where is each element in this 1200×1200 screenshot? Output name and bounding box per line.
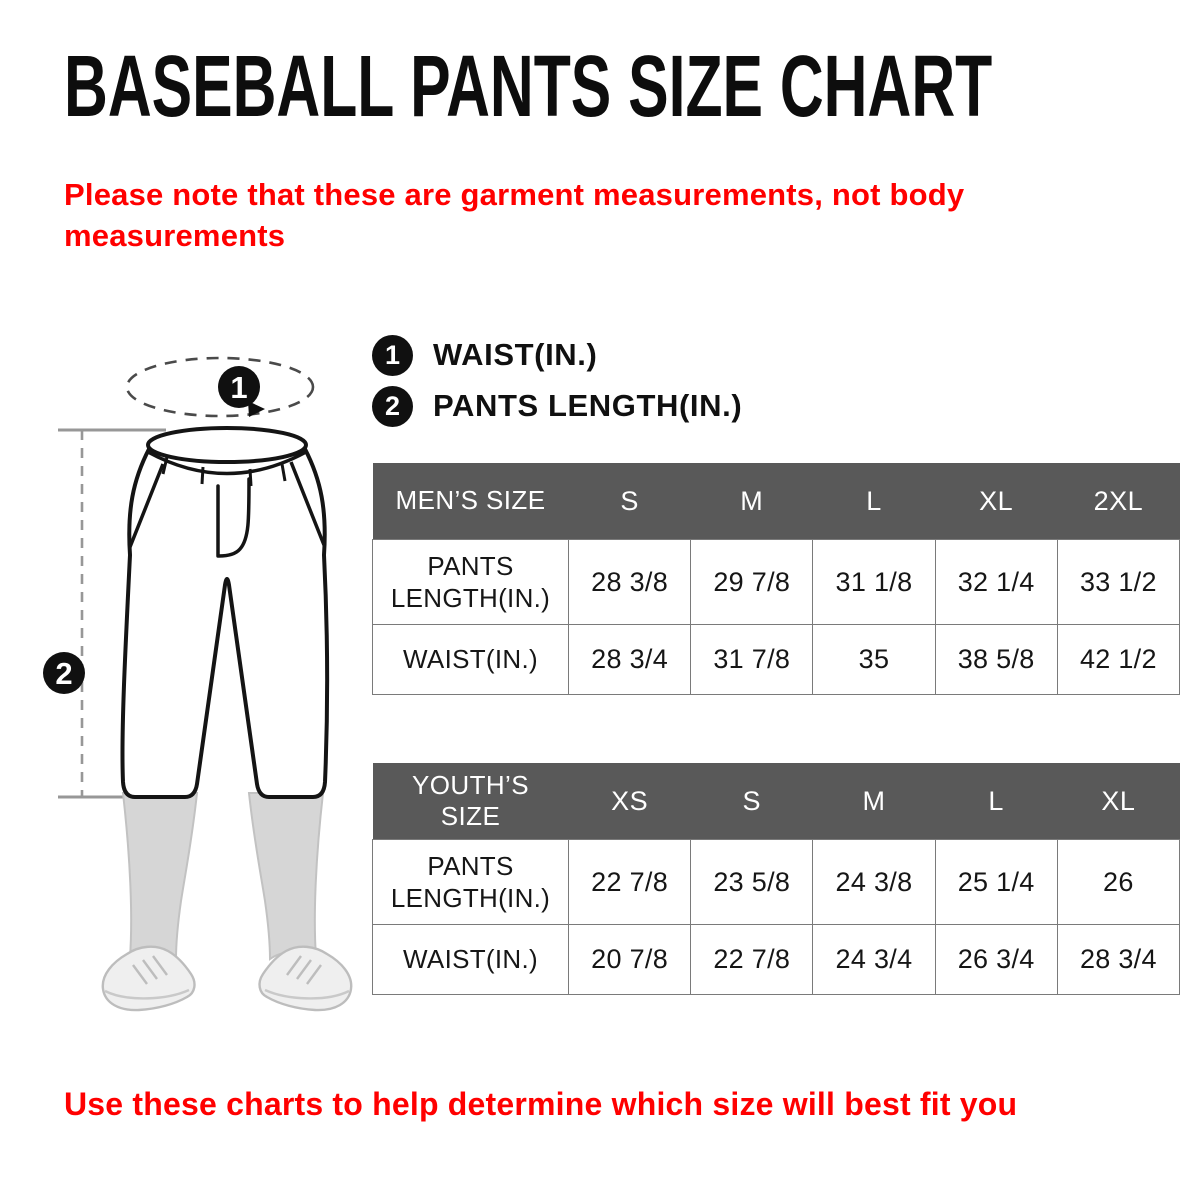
- shoes: [101, 945, 353, 1012]
- note-line: measurements: [64, 218, 286, 253]
- measurement-legend: 1 WAIST(IN.) 2 PANTS LENGTH(IN.): [372, 334, 742, 436]
- mens-waist-row: WAIST(IN.) 28 3/4 31 7/8 35 38 5/8 42 1/…: [372, 624, 1181, 695]
- legend-label: WAIST(IN.): [433, 337, 598, 372]
- size-value-cell: 35: [812, 624, 936, 695]
- left-shoe: [101, 945, 196, 1012]
- right-shoe: [258, 945, 353, 1012]
- column-header-l: L: [812, 463, 936, 540]
- row-label-cell: WAIST(IN.): [372, 624, 569, 695]
- row-label-cell: PANTS LENGTH(IN.): [372, 539, 569, 625]
- column-header-m: M: [812, 763, 936, 840]
- size-value-cell: 22 7/8: [567, 839, 692, 925]
- table-header-cell: YOUTH’S SIZE: [372, 763, 569, 840]
- diagram-length-badge: 2: [55, 656, 72, 691]
- size-value-cell: 42 1/2: [1056, 624, 1181, 695]
- legend-item-waist: 1 WAIST(IN.): [372, 334, 742, 376]
- row-label-cell: PANTS LENGTH(IN.): [372, 839, 569, 925]
- column-header-s: S: [690, 763, 813, 840]
- size-value-cell: 20 7/8: [567, 924, 692, 995]
- size-value-cell: 22 7/8: [690, 924, 814, 995]
- length-number-badge-icon: 2: [372, 385, 413, 427]
- waist-number-badge-icon: 1: [372, 334, 413, 376]
- youths-size-table: YOUTH’S SIZE XS S M L XL PANTS LENGTH(IN…: [372, 763, 1181, 995]
- column-header-s: S: [568, 463, 691, 540]
- length-measure-badge: 2: [43, 652, 85, 694]
- arrow-icon: [248, 401, 265, 417]
- column-header-l: L: [935, 763, 1058, 840]
- pants-diagram: 1 2: [43, 356, 353, 1012]
- size-value-cell: 38 5/8: [934, 624, 1058, 695]
- legend-item-pants-length: 2 PANTS LENGTH(IN.): [372, 385, 742, 427]
- column-header-m: M: [690, 463, 813, 540]
- legend-label: PANTS LENGTH(IN.): [433, 388, 743, 423]
- column-header-2xl: 2XL: [1057, 463, 1180, 540]
- footer-note: Use these charts to help determine which…: [64, 1086, 1018, 1122]
- garment-measurement-note: Please note that these are garment measu…: [64, 174, 964, 256]
- mens-size-header: MEN’S SIZE: [395, 485, 546, 516]
- mens-size-table: MEN’S SIZE S M L XL 2XL PANTS LENGTH(IN.…: [372, 463, 1181, 695]
- waist-measure-ellipse: 1: [125, 356, 315, 418]
- column-header-xl: XL: [935, 463, 1058, 540]
- size-value-cell: 24 3/8: [812, 839, 936, 925]
- row-label-cell: WAIST(IN.): [372, 924, 569, 995]
- youths-header-row: YOUTH’S SIZE XS S M L XL: [372, 763, 1180, 840]
- pants-outline: [120, 426, 330, 799]
- column-header-xs: XS: [568, 763, 691, 840]
- size-value-cell: 31 7/8: [690, 624, 814, 695]
- table-header-cell: MEN’S SIZE: [372, 463, 569, 540]
- size-value-cell: 28 3/4: [1056, 924, 1181, 995]
- mens-header-row: MEN’S SIZE S M L XL 2XL: [372, 463, 1180, 540]
- youths-pants-length-row: PANTS LENGTH(IN.) 22 7/8 23 5/8 24 3/8 2…: [372, 839, 1181, 925]
- note-line: Please note that these are garment measu…: [64, 177, 965, 212]
- size-value-cell: 31 1/8: [812, 539, 936, 625]
- size-value-cell: 33 1/2: [1056, 539, 1181, 625]
- size-value-cell: 28 3/8: [567, 539, 692, 625]
- size-value-cell: 32 1/4: [934, 539, 1058, 625]
- column-header-xl: XL: [1057, 763, 1180, 840]
- youths-size-header: YOUTH’S SIZE: [412, 769, 529, 831]
- size-value-cell: 26 3/4: [934, 924, 1058, 995]
- size-value-cell: 23 5/8: [690, 839, 814, 925]
- diagram-waist-badge: 1: [230, 370, 247, 405]
- size-value-cell: 29 7/8: [690, 539, 814, 625]
- page-title: BASEBALL PANTS SIZE CHART: [64, 38, 993, 136]
- size-value-cell: 28 3/4: [567, 624, 692, 695]
- mens-pants-length-row: PANTS LENGTH(IN.) 28 3/8 29 7/8 31 1/8 3…: [372, 539, 1181, 625]
- size-value-cell: 25 1/4: [934, 839, 1058, 925]
- socks: [121, 792, 325, 961]
- youths-waist-row: WAIST(IN.) 20 7/8 22 7/8 24 3/4 26 3/4 2…: [372, 924, 1181, 995]
- size-value-cell: 24 3/4: [812, 924, 936, 995]
- size-value-cell: 26: [1056, 839, 1181, 925]
